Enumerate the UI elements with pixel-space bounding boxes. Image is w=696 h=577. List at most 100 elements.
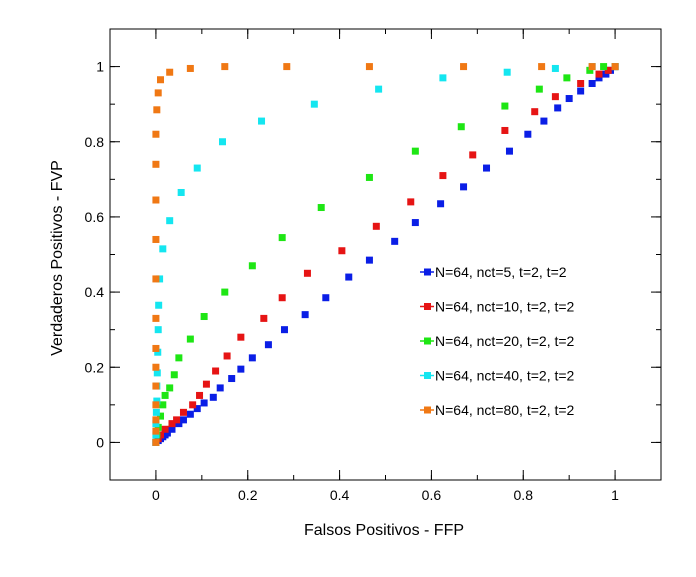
data-point xyxy=(439,172,447,180)
data-point xyxy=(595,74,603,82)
data-point xyxy=(565,95,573,103)
data-point xyxy=(186,410,194,418)
x-tick-label: 0.6 xyxy=(422,487,442,503)
data-point xyxy=(186,335,194,343)
x-tick-label: 1 xyxy=(611,487,619,503)
data-point xyxy=(538,63,546,71)
data-point xyxy=(260,314,268,322)
data-point xyxy=(407,198,415,206)
data-point xyxy=(411,147,419,155)
series-2 xyxy=(152,63,619,446)
data-point xyxy=(152,363,160,371)
data-point xyxy=(338,247,346,255)
data-point xyxy=(551,93,559,101)
data-point xyxy=(469,151,477,159)
data-point xyxy=(551,64,559,72)
data-point xyxy=(503,68,511,76)
data-point xyxy=(278,234,286,242)
data-point xyxy=(152,431,160,439)
data-point xyxy=(154,89,162,97)
x-axis-label: Falsos Positivos - FFP xyxy=(304,522,464,539)
data-point xyxy=(264,341,272,349)
data-point xyxy=(365,63,373,71)
data-point xyxy=(602,70,610,78)
legend-marker xyxy=(424,337,431,345)
data-point xyxy=(152,438,160,446)
y-tick-label: 0.2 xyxy=(85,359,105,375)
data-point xyxy=(154,435,162,443)
data-point xyxy=(216,384,224,392)
data-series xyxy=(152,63,619,446)
data-point xyxy=(152,382,160,390)
data-point xyxy=(524,130,532,138)
data-point xyxy=(175,420,183,428)
data-point xyxy=(175,354,183,362)
data-point xyxy=(457,123,465,131)
data-point xyxy=(588,79,596,87)
data-point xyxy=(600,63,608,71)
data-point xyxy=(391,237,399,245)
data-point xyxy=(375,85,383,93)
data-point xyxy=(152,196,160,204)
data-point xyxy=(540,117,548,125)
data-point xyxy=(554,104,562,112)
data-point xyxy=(563,74,571,82)
data-point xyxy=(248,262,256,270)
legend: N=64, nct=5, t=2, t=2 N=64, nct=10, t=2, … xyxy=(420,264,575,418)
data-point xyxy=(193,405,201,413)
series-3 xyxy=(152,63,619,446)
data-point xyxy=(154,348,162,356)
x-tick-label: 0.4 xyxy=(330,487,350,503)
data-point xyxy=(460,63,468,71)
data-point xyxy=(173,416,181,424)
data-point xyxy=(248,354,256,362)
data-point xyxy=(317,204,325,212)
data-point xyxy=(531,108,539,116)
legend-label: N=64, nct=20, t=2, t=2 xyxy=(435,333,575,349)
x-tick-label: 0.2 xyxy=(238,487,258,503)
data-point xyxy=(437,200,445,208)
data-point xyxy=(154,326,162,334)
data-point xyxy=(152,344,160,352)
data-point xyxy=(209,393,217,401)
y-tick-label: 0.6 xyxy=(85,209,105,225)
data-point xyxy=(152,130,160,138)
data-point xyxy=(152,427,160,435)
data-point xyxy=(611,63,619,71)
data-point xyxy=(200,313,208,321)
data-point xyxy=(152,275,160,283)
data-point xyxy=(189,401,197,409)
x-tick-label: 0.8 xyxy=(514,487,534,503)
data-point xyxy=(163,429,171,437)
data-point xyxy=(439,74,447,82)
data-point xyxy=(223,352,231,360)
data-point xyxy=(604,66,612,74)
data-point xyxy=(280,326,288,334)
data-point xyxy=(228,375,236,383)
data-point xyxy=(152,401,160,409)
data-point xyxy=(152,416,160,424)
y-axis: 0 0.2 0.4 0.6 0.8 1 xyxy=(85,28,661,481)
data-point xyxy=(170,371,178,379)
legend-label: N=64, nct=80, t=2, t=2 xyxy=(435,402,575,418)
data-point xyxy=(155,301,163,309)
data-point xyxy=(535,85,543,93)
data-point xyxy=(166,384,174,392)
y-tick-label: 0.8 xyxy=(85,134,105,150)
data-point xyxy=(202,380,210,388)
data-point xyxy=(237,365,245,373)
data-point xyxy=(152,314,160,322)
y-tick-label: 1 xyxy=(96,59,104,75)
data-point xyxy=(411,219,419,227)
data-point xyxy=(152,235,160,243)
data-point xyxy=(161,425,169,433)
data-point xyxy=(153,369,161,377)
data-point xyxy=(501,102,509,110)
data-point xyxy=(301,311,309,319)
data-point xyxy=(152,420,160,428)
data-point xyxy=(501,126,509,134)
data-point xyxy=(193,164,201,172)
data-point xyxy=(322,294,330,302)
data-point xyxy=(460,183,468,191)
